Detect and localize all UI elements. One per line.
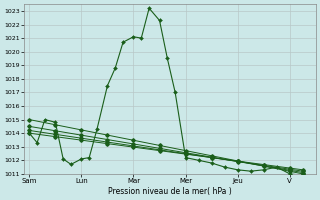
X-axis label: Pression niveau de la mer( hPa ): Pression niveau de la mer( hPa ): [108, 187, 232, 196]
